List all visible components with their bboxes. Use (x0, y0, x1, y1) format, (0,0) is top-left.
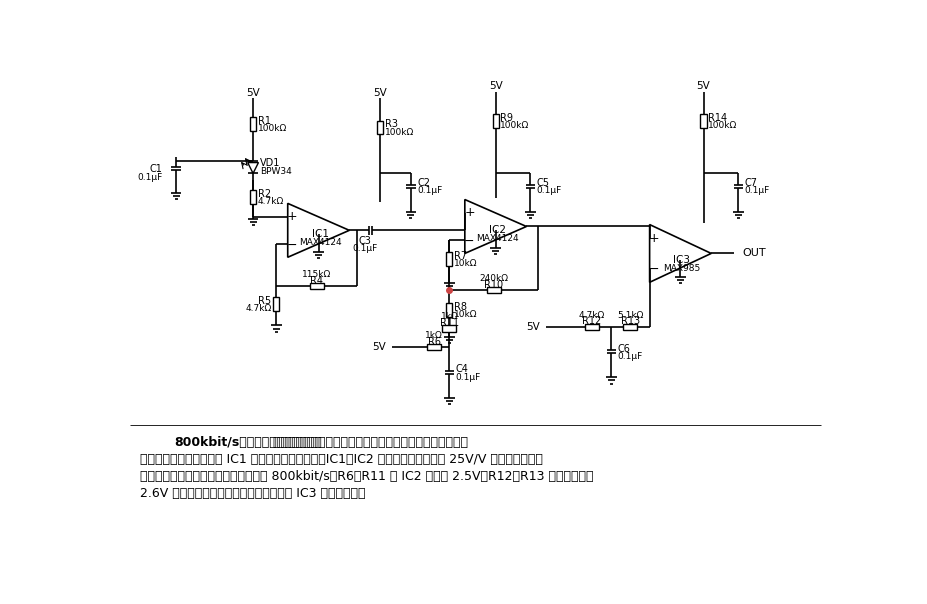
Polygon shape (649, 225, 710, 282)
Text: 0.1μF: 0.1μF (351, 243, 377, 252)
Text: 5V: 5V (696, 82, 710, 91)
Bar (426, 344, 440, 350)
Text: 5V: 5V (373, 88, 387, 97)
Text: 5V: 5V (372, 342, 386, 352)
Bar (492, 114, 498, 127)
Text: R9: R9 (500, 112, 513, 123)
Text: 2.6V 参考电平。可在没有输入信号时，使 IC3 输出低电平。: 2.6V 参考电平。可在没有输入信号时，使 IC3 输出低电平。 (140, 487, 365, 500)
Text: 10kΩ: 10kΩ (453, 310, 477, 319)
Bar (584, 324, 598, 330)
Text: 5V: 5V (489, 82, 502, 91)
Text: MAX4124: MAX4124 (476, 234, 518, 243)
Text: R14: R14 (707, 112, 727, 123)
Text: OUT: OUT (742, 248, 765, 259)
Text: 0.1μF: 0.1μF (536, 186, 561, 195)
Text: −: − (464, 235, 475, 248)
Text: 0.1μF: 0.1μF (137, 173, 162, 182)
Text: 240kΩ: 240kΩ (478, 274, 508, 283)
Text: R3: R3 (385, 120, 398, 129)
Polygon shape (464, 199, 526, 254)
Bar (487, 287, 500, 293)
Text: MAX985: MAX985 (663, 263, 700, 272)
Text: −: − (286, 239, 298, 252)
Text: R13: R13 (620, 316, 640, 326)
Text: R10: R10 (484, 280, 502, 289)
Text: 0.1μF: 0.1μF (416, 186, 442, 195)
Bar (446, 303, 452, 317)
Bar (700, 114, 705, 127)
Bar (273, 297, 279, 311)
Text: −: − (648, 263, 659, 276)
Text: 管工作在光电导模式，在 IC1 输入端产生信号电压。IC1、IC2 被连接成增益接近于 25V/V 的固相放大器，: 管工作在光电导模式，在 IC1 输入端产生信号电压。IC1、IC2 被连接成增益… (140, 453, 542, 466)
Text: BPW34: BPW34 (260, 167, 291, 176)
Polygon shape (287, 204, 349, 257)
Text: C4: C4 (455, 364, 468, 374)
Text: C6: C6 (616, 344, 629, 353)
Text: IC2: IC2 (489, 225, 505, 236)
Text: VD1: VD1 (260, 158, 280, 169)
Text: R5: R5 (258, 296, 272, 306)
Text: 1kΩ: 1kΩ (425, 332, 442, 340)
Text: R4: R4 (310, 276, 323, 286)
Text: 100kΩ: 100kΩ (258, 124, 286, 133)
Text: +: + (286, 210, 298, 223)
Text: 4.7kΩ: 4.7kΩ (258, 197, 284, 206)
Text: R8: R8 (453, 302, 466, 312)
Bar (623, 324, 637, 330)
Bar (249, 117, 256, 130)
Text: C5: C5 (536, 178, 549, 188)
Bar (442, 326, 456, 332)
Text: R2: R2 (258, 189, 271, 199)
Text: 电路由光电二极管、两个运放和一个比较器构成。光电二极: 电路由光电二极管、两个运放和一个比较器构成。光电二极 (264, 436, 467, 449)
Text: MAX4124: MAX4124 (298, 238, 341, 247)
Polygon shape (248, 162, 259, 173)
Text: +: + (648, 232, 659, 245)
Text: +: + (464, 206, 475, 219)
Text: 1kΩ: 1kΩ (440, 312, 458, 321)
Text: C1: C1 (149, 164, 162, 174)
Bar (376, 121, 383, 135)
Text: IC3: IC3 (673, 255, 690, 265)
Text: 10kΩ: 10kΩ (453, 259, 477, 268)
Text: C7: C7 (743, 178, 756, 188)
Bar (446, 252, 452, 266)
Bar (310, 283, 324, 289)
Text: R11: R11 (439, 318, 459, 328)
Text: 100kΩ: 100kΩ (707, 121, 737, 130)
Text: R7: R7 (453, 251, 466, 261)
Text: 5.1kΩ: 5.1kΩ (616, 310, 642, 320)
Text: 800kbit/s光纤数据光电接收器电路: 800kbit/s光纤数据光电接收器电路 (173, 436, 321, 449)
Text: R12: R12 (581, 316, 601, 326)
Text: 4.7kΩ: 4.7kΩ (245, 304, 272, 313)
Text: 100kΩ: 100kΩ (500, 121, 529, 130)
Text: 5V: 5V (526, 321, 540, 332)
Text: 其增益带宽决定了最大可用数据速率约 800kbit/s。R6、R11 将 IC2 偏置在 2.5V。R12、R13 为比较器提供: 其增益带宽决定了最大可用数据速率约 800kbit/s。R6、R11 将 IC2… (140, 470, 592, 483)
Text: 0.1μF: 0.1μF (743, 186, 768, 195)
Text: 5V: 5V (246, 88, 260, 97)
Text: IC1: IC1 (311, 229, 328, 239)
Text: 115kΩ: 115kΩ (301, 270, 331, 279)
Text: R6: R6 (427, 337, 440, 347)
Text: 4.7kΩ: 4.7kΩ (578, 310, 604, 320)
Text: R1: R1 (258, 115, 271, 126)
Text: 0.1μF: 0.1μF (455, 373, 480, 382)
Text: C2: C2 (416, 178, 429, 188)
Text: 100kΩ: 100kΩ (385, 127, 413, 137)
Text: C3: C3 (358, 236, 371, 246)
Text: 0.1μF: 0.1μF (616, 352, 641, 361)
Bar (249, 190, 256, 204)
